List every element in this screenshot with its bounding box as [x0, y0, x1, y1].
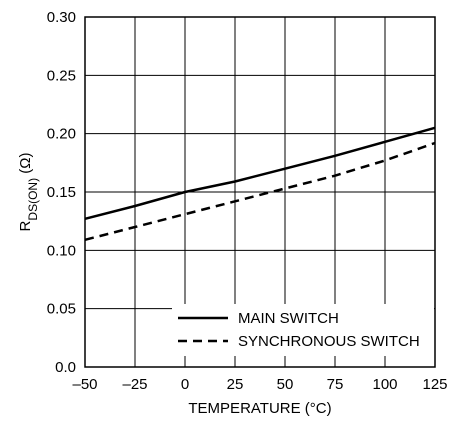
y-tick-label: 0.30: [47, 9, 76, 26]
y-tick-label: 0.0: [55, 359, 76, 376]
x-tick-label: 125: [422, 376, 447, 393]
y-axis-label: RDS(ON) (Ω): [17, 153, 40, 232]
x-tick-label: 0: [181, 376, 189, 393]
series-line-main-switch: [84, 126, 436, 221]
y-axis-ticks: 0.0 0.05 0.10 0.15 0.20 0.25 0.30: [47, 9, 76, 376]
x-tick-label: –25: [122, 376, 147, 393]
legend-label-synchronous-switch: SYNCHRONOUS SWITCH: [238, 333, 420, 350]
legend: MAIN SWITCH SYNCHRONOUS SWITCH: [172, 304, 434, 356]
x-tick-label: 75: [327, 376, 344, 393]
x-tick-label: 50: [277, 376, 294, 393]
y-axis-label-prefix: R: [17, 220, 34, 231]
y-axis-label-suffix: (Ω): [17, 153, 34, 178]
y-axis-label-subscript: DS(ON): [26, 178, 40, 221]
x-axis-label: TEMPERATURE (°C): [188, 400, 331, 417]
legend-background: [172, 304, 434, 356]
series-line-synchronous-switch: [84, 141, 436, 242]
y-tick-label: 0.10: [47, 242, 76, 259]
legend-label-main-switch: MAIN SWITCH: [238, 310, 339, 327]
x-tick-label: –50: [72, 376, 97, 393]
series-layer: [84, 126, 436, 242]
x-axis-ticks: –50 –25 0 25 50 75 100 125: [72, 376, 447, 393]
y-tick-label: 0.20: [47, 126, 76, 143]
x-tick-label: 25: [227, 376, 244, 393]
y-tick-label: 0.15: [47, 184, 76, 201]
y-tick-label: 0.25: [47, 67, 76, 84]
y-tick-label: 0.05: [47, 301, 76, 318]
grid: [85, 17, 435, 367]
plot-frame: [84, 16, 436, 368]
x-tick-label: 100: [372, 376, 397, 393]
